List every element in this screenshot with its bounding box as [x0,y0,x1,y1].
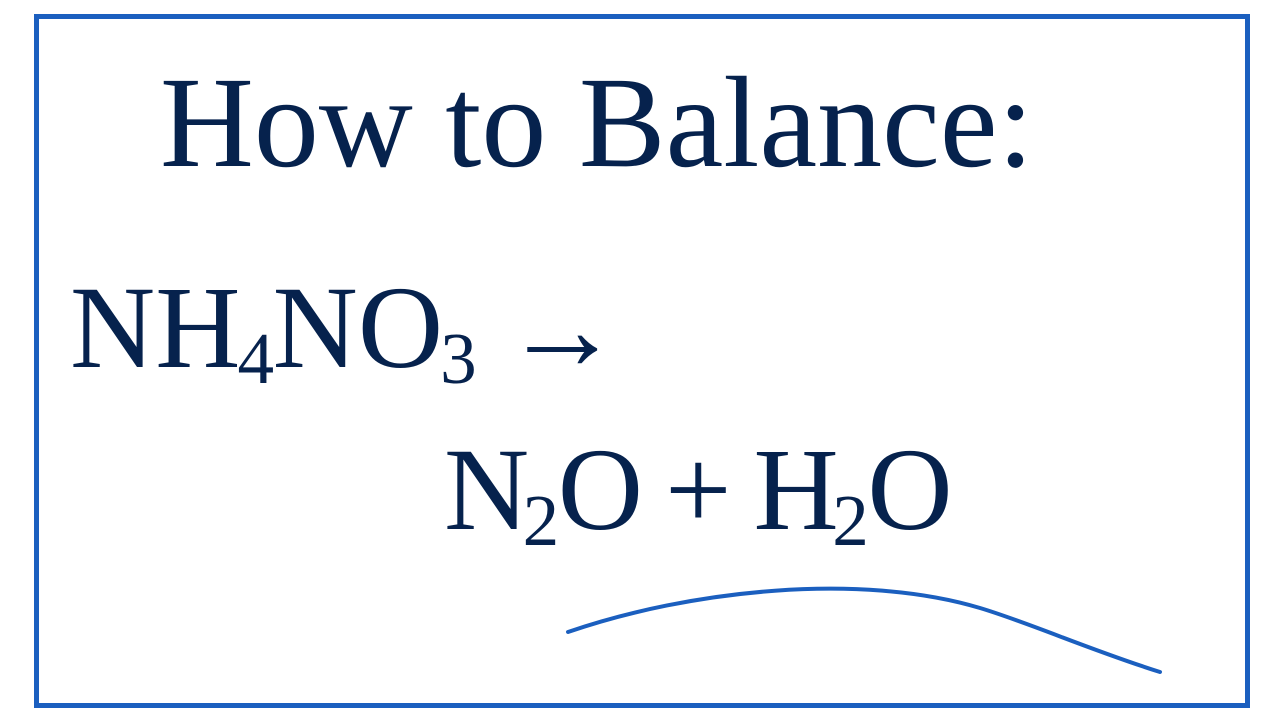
subscript: 3 [440,317,477,401]
subscript: 4 [238,317,275,401]
underline-squiggle [560,560,1170,680]
equation-line-1: NH4NO3 → [70,260,621,396]
subscript: 2 [523,479,560,563]
subscript: 2 [832,479,869,563]
equation-line-2: N2O + H2O [444,422,953,558]
reaction-arrow: → [503,262,621,398]
slide-title: How to Balance: [160,48,1034,198]
